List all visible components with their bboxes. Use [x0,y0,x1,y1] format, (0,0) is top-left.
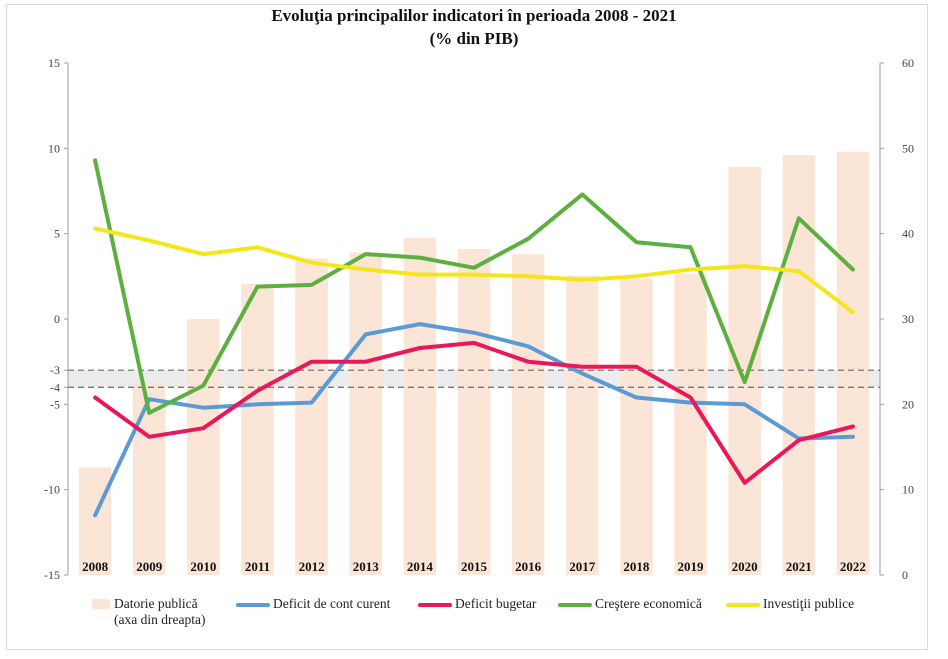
category-label: 2009 [136,559,163,574]
legend-swatch-deficit-cont-curent [236,603,270,607]
bar-datorie-2020 [728,167,761,575]
right-tick-label: 10 [902,483,914,497]
category-label: 2022 [840,559,866,574]
legend-label-deficit-bugetar: Deficit bugetar [455,596,537,611]
left-tick-label: -10 [44,483,60,497]
series-line-2 [93,158,855,415]
legend-item-crestere-economica: Creştere economică [558,596,702,612]
left-tick-label: 15 [48,56,60,70]
category-label: 2013 [353,559,380,574]
category-label: 2018 [623,559,650,574]
left-tick-label: 10 [48,141,60,155]
legend-swatch-crestere-economica [558,603,592,607]
bar-datorie-2012 [295,258,328,575]
left-tick-label: -4 [50,380,60,394]
left-tick-label: -15 [44,568,60,582]
legend-swatch-deficit-bugetar [418,603,452,607]
series-line-0 [93,322,855,518]
bar-datorie-2014 [403,237,437,575]
series-line-1 [93,340,855,485]
category-label: 2012 [299,559,325,574]
category-label: 2010 [190,559,216,574]
bar-datorie-2015 [457,249,491,575]
bar-datorie-2018 [620,278,653,575]
category-label: 2020 [732,559,758,574]
category-label: 2011 [245,559,270,574]
right-tick-label: 40 [902,227,914,241]
bar-datorie-2017 [566,275,599,575]
bar-datorie-2019 [674,273,707,575]
legend-label-crestere-economica: Creştere economică [595,596,702,611]
bar-datorie-2022 [836,151,870,575]
legend-item-deficit-bugetar: Deficit bugetar [418,596,536,612]
chart-title: Evoluţia principalilor indicatori în per… [271,6,677,25]
category-label: 2008 [82,559,109,574]
category-label: 2015 [461,559,488,574]
left-tick-label: -5 [50,397,60,411]
category-label: 2019 [678,559,705,574]
left-tick-label: 5 [54,227,60,241]
right-tick-label: 50 [902,141,914,155]
legend: Datorie publică (axa din dreapta) Defici… [0,596,948,636]
right-tick-label: 20 [902,397,914,411]
right-tick-label: 0 [902,568,908,582]
legend-item-deficit-cont-curent: Deficit de cont curent [236,596,390,612]
left-tick-label: -3 [50,363,60,377]
series-line-3 [93,226,855,315]
chart-frame [6,4,928,650]
category-label: 2017 [569,559,596,574]
legend-swatch-investitii-publice [726,603,760,607]
bar-datorie-2021 [782,155,816,575]
legend-label-datorie-publica: Datorie publică [114,596,198,611]
bar-datorie-2011 [241,284,274,575]
bar-datorie-2008 [78,467,112,575]
legend-item-datorie-publica: Datorie publică (axa din dreapta) [92,596,205,628]
legend-label-investitii-publice: Investiţii publice [763,596,855,611]
legend-label-datorie-publica-note: (axa din dreapta) [114,612,206,627]
legend-item-investitii-publice: Investiţii publice [726,596,854,612]
right-tick-label: 30 [902,312,914,326]
bar-datorie-2013 [349,252,382,575]
chart-subtitle: (% din PIB) [429,29,519,48]
bar-datorie-2010 [187,319,220,575]
category-label: 2016 [515,559,542,574]
bar-datorie-2009 [132,383,166,575]
category-label: 2014 [407,559,434,574]
right-tick-label: 60 [902,56,914,70]
bar-datorie-2016 [511,254,545,575]
category-label: 2021 [786,559,812,574]
legend-swatch-datorie-publica [92,599,110,609]
legend-label-deficit-cont-curent: Deficit de cont curent [273,596,391,611]
left-tick-label: 0 [54,312,60,326]
